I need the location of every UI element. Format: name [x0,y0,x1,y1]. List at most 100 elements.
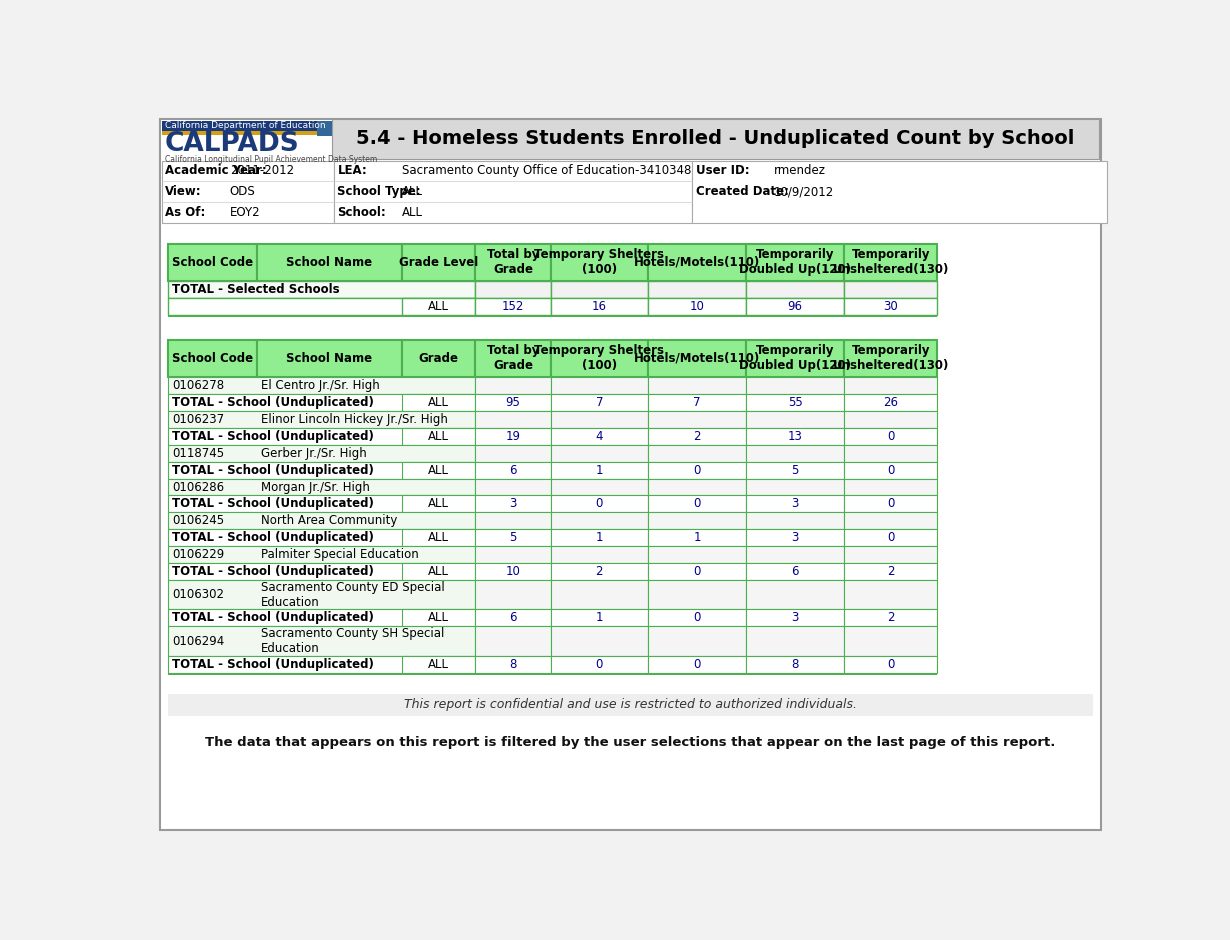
Text: California Department of Education: California Department of Education [165,121,325,131]
Text: 0: 0 [694,611,701,624]
Bar [648,512,745,529]
Bar [648,394,745,411]
Bar [333,161,692,223]
Bar [475,428,551,445]
Bar [402,563,475,580]
Text: 0: 0 [694,463,701,477]
Bar [648,340,745,377]
Bar [745,529,844,546]
Text: Palmiter Special Education: Palmiter Special Education [261,548,418,561]
Bar [475,546,551,563]
Text: ALL: ALL [428,300,449,313]
Bar [745,563,844,580]
Bar [745,609,844,626]
Bar [844,546,937,563]
Bar [551,394,648,411]
Bar [844,298,937,315]
Bar [745,580,844,609]
Text: 8: 8 [791,658,798,670]
Bar [402,609,475,626]
Text: School Name: School Name [287,352,373,365]
Bar [551,580,648,609]
Text: ALL: ALL [428,463,449,477]
Bar [167,580,475,609]
Text: School Code: School Code [172,352,253,365]
Bar [745,478,844,495]
Bar [475,340,551,377]
Text: User ID:: User ID: [696,164,750,178]
Bar [475,563,551,580]
Text: 6: 6 [791,565,798,578]
Bar [167,529,475,546]
Text: 7: 7 [694,396,701,409]
Bar [551,656,648,673]
Bar [475,529,551,546]
Text: Temporary Shelters
(100): Temporary Shelters (100) [534,344,664,372]
Bar [745,546,844,563]
Bar [167,495,475,512]
Text: School Code: School Code [172,256,253,269]
Bar [551,243,648,281]
Bar [167,673,937,675]
Bar [745,243,844,281]
Text: 1: 1 [595,611,603,624]
Text: Created Date:: Created Date: [696,185,790,198]
Bar [648,377,745,394]
Bar [745,626,844,656]
Bar [475,394,551,411]
Bar [167,411,475,428]
Bar [551,462,648,478]
Bar [844,563,937,580]
Bar [551,546,648,563]
Bar [844,478,937,495]
Text: 6: 6 [509,463,517,477]
Text: EOY2: EOY2 [230,206,261,219]
Bar [551,340,648,377]
Text: School Type:: School Type: [337,185,421,198]
Bar [402,243,475,281]
Bar [161,120,338,165]
Text: ALL: ALL [402,185,423,198]
Text: 2011-2012: 2011-2012 [230,164,294,178]
Text: TOTAL - School (Unduplicated): TOTAL - School (Unduplicated) [172,396,374,409]
Text: 1: 1 [694,531,701,544]
Bar [167,626,475,656]
Bar [844,394,937,411]
Bar [167,298,475,315]
Text: 10: 10 [690,300,705,313]
Bar [745,281,844,298]
Text: 0106302: 0106302 [172,588,224,602]
Bar [402,340,475,377]
Bar [551,529,648,546]
Bar [316,120,338,136]
Text: 4: 4 [595,430,603,443]
Text: El Centro Jr./Sr. High: El Centro Jr./Sr. High [261,379,379,392]
Text: 0: 0 [595,658,603,670]
Bar [475,478,551,495]
Bar [745,462,844,478]
Bar [844,445,937,462]
Text: 3: 3 [791,611,798,624]
Text: 152: 152 [502,300,524,313]
Text: ALL: ALL [428,611,449,624]
Text: 3: 3 [509,497,517,510]
Text: ALL: ALL [428,658,449,670]
Text: 1: 1 [595,463,603,477]
Text: This report is confidential and use is restricted to authorized individuals.: This report is confidential and use is r… [403,698,857,712]
Bar [551,512,648,529]
Text: Elinor Lincoln Hickey Jr./Sr. High: Elinor Lincoln Hickey Jr./Sr. High [261,413,448,426]
Bar [475,243,551,281]
Text: School Name: School Name [287,256,373,269]
Bar [844,243,937,281]
Text: TOTAL - School (Unduplicated): TOTAL - School (Unduplicated) [172,497,374,510]
Bar [402,298,475,315]
Text: 26: 26 [883,396,898,409]
Text: 0106245: 0106245 [172,514,224,527]
Bar [475,512,551,529]
Bar [332,119,1100,159]
Text: 0: 0 [887,430,894,443]
Text: 3: 3 [791,497,798,510]
Bar [475,411,551,428]
Bar [648,656,745,673]
Text: 0106237: 0106237 [172,413,224,426]
